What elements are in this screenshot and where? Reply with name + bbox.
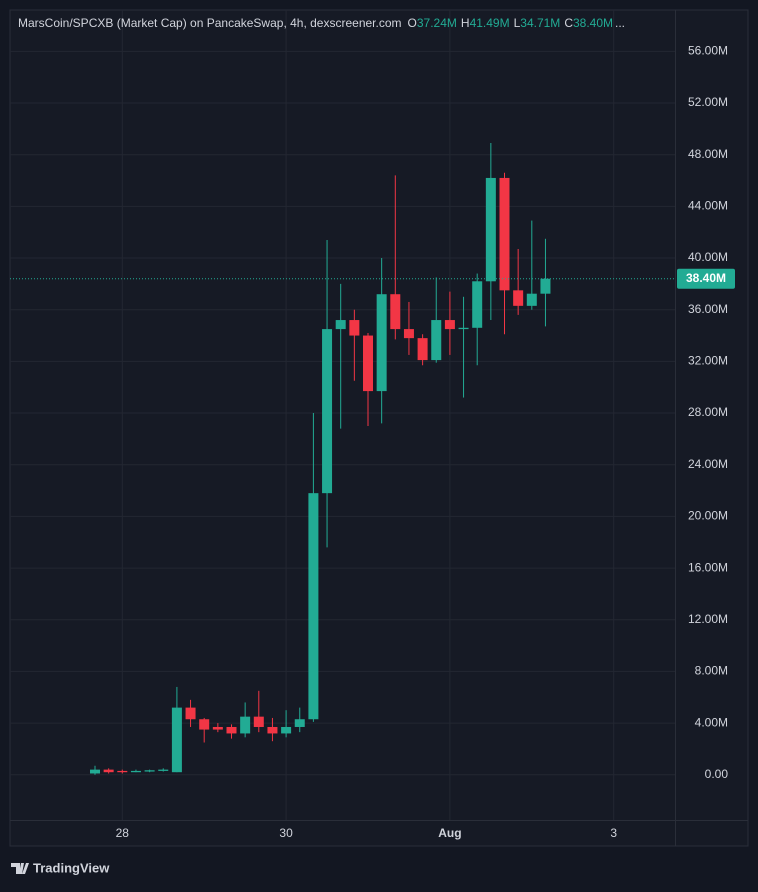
y-tick-label: 24.00M: [688, 457, 728, 471]
y-tick-label: 52.00M: [688, 95, 728, 109]
y-tick-label: 8.00M: [695, 664, 728, 678]
y-tick-label: 4.00M: [695, 715, 728, 729]
candle-body: [376, 294, 387, 392]
last-price-box: [677, 268, 735, 289]
legend-ellipsis: ...: [615, 16, 625, 30]
candles: [10, 143, 675, 775]
candle-body: [335, 320, 346, 330]
candle-body: [390, 294, 401, 330]
candle-body: [281, 726, 292, 734]
legend-value: 41.49M: [470, 16, 510, 30]
candle-body: [117, 770, 128, 773]
candle-body: [485, 177, 496, 282]
y-tick-label: 0.00: [705, 767, 729, 781]
candle-body: [158, 769, 169, 771]
candle-body: [499, 177, 510, 291]
candle-body: [513, 290, 524, 306]
candle-body: [444, 320, 455, 330]
candle-body: [540, 278, 551, 294]
y-tick-label: 12.00M: [688, 612, 728, 626]
candle-body: [526, 293, 537, 306]
legend-value: 34.71M: [520, 16, 560, 30]
candle-body: [103, 769, 114, 773]
x-tick-label: 30: [279, 826, 293, 840]
candle-body: [294, 719, 305, 727]
legend-label: C: [564, 16, 573, 30]
y-tick-label: 32.00M: [688, 354, 728, 368]
brand: TradingView: [33, 860, 110, 875]
grid: [10, 10, 675, 820]
candle-body: [212, 726, 223, 730]
y-tick-label: 16.00M: [688, 560, 728, 574]
x-tick-label: 28: [116, 826, 130, 840]
candle-body: [253, 716, 264, 727]
y-tick-label: 40.00M: [688, 250, 728, 264]
legend-label: O: [408, 16, 417, 30]
candle-body: [144, 770, 155, 772]
y-tick-label: 48.00M: [688, 147, 728, 161]
candle-body: [308, 493, 319, 720]
candle-body: [90, 769, 100, 774]
y-tick-label: 28.00M: [688, 405, 728, 419]
candle-body: [349, 320, 360, 336]
candle-body: [185, 707, 196, 720]
candle-body: [199, 719, 210, 730]
legend-label: H: [461, 16, 470, 30]
last-price-label: 38.40M: [686, 271, 726, 285]
candle-body: [322, 329, 333, 494]
y-tick-label: 20.00M: [688, 509, 728, 523]
tradingview-logo: TradingView: [11, 860, 110, 875]
candle-body: [130, 770, 141, 773]
legend-value: 37.24M: [417, 16, 457, 30]
legend-value: 38.40M: [573, 16, 613, 30]
candle-body: [472, 281, 483, 328]
y-tick-label: 36.00M: [688, 302, 728, 316]
y-tick-label: 56.00M: [688, 44, 728, 58]
x-tick-label: Aug: [438, 826, 461, 840]
candle-body: [240, 716, 251, 734]
chart-title: MarsCoin/SPCXB (Market Cap) on PancakeSw…: [18, 16, 625, 30]
chart-frame: [9, 9, 749, 847]
candle-body: [171, 707, 182, 773]
y-tick-label: 44.00M: [688, 199, 728, 213]
candle-body: [458, 327, 469, 330]
x-tick-label: 3: [610, 826, 617, 840]
candle-body: [431, 320, 442, 361]
title-text: MarsCoin/SPCXB (Market Cap) on PancakeSw…: [18, 16, 402, 30]
candle-body: [417, 338, 428, 361]
candle-body: [363, 335, 373, 392]
legend-label: L: [514, 16, 521, 30]
candle-body: [403, 329, 414, 339]
logo-icon: [11, 863, 29, 874]
labels: 0.00 4.00M 8.00M 12.00M 16.00M 20.00M 24.00M 28…: [116, 44, 735, 840]
candle-body: [267, 726, 278, 734]
candle-body: [226, 726, 237, 734]
